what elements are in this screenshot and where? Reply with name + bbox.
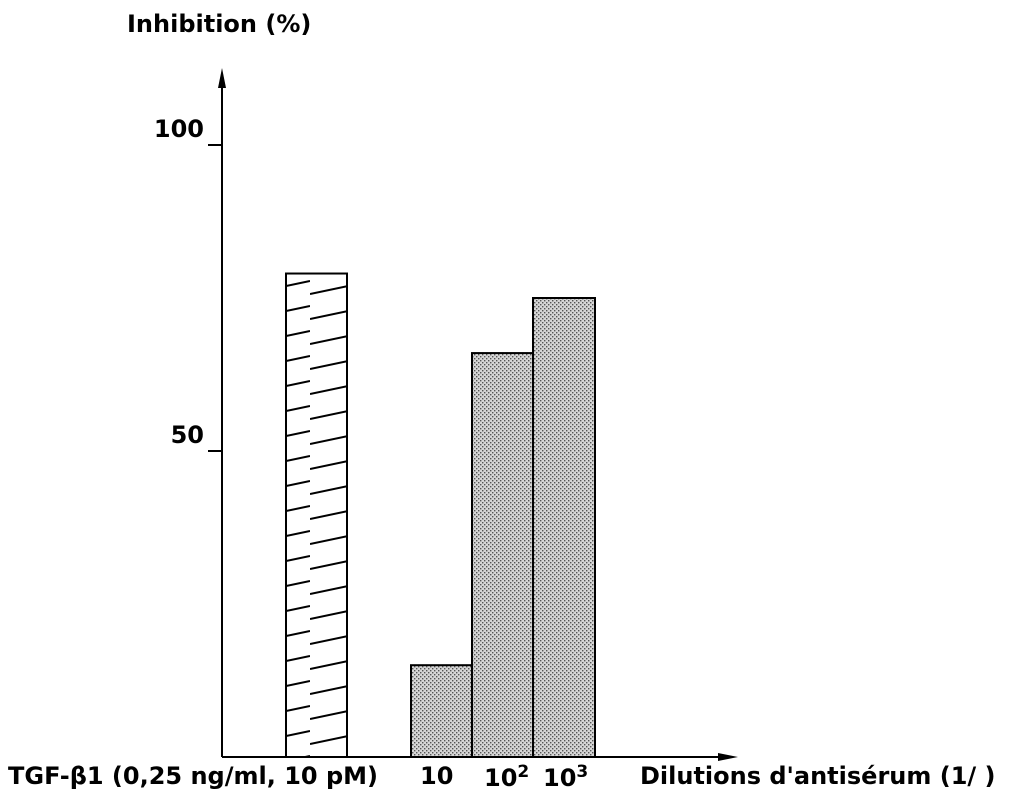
x-axis-arrow (718, 753, 738, 761)
y-axis-arrow (218, 68, 226, 88)
bar (532, 297, 596, 758)
x-category-label-base: 10 (484, 764, 518, 792)
x-category-label: 103 (543, 762, 588, 792)
x-category-label: TGF-β1 (0,25 ng/ml, 10 pM) (8, 762, 378, 790)
x-category-label-base: TGF-β1 (0,25 ng/ml, 10 pM) (8, 762, 378, 790)
x-category-label: 102 (484, 762, 529, 792)
bar (410, 664, 473, 759)
x-axis-label: Dilutions d'antisérum (1/ ) (640, 762, 996, 790)
x-category-label-base: 10 (543, 764, 577, 792)
y-axis-label: Inhibition (%) (127, 10, 312, 38)
x-category-label: 10 (420, 762, 453, 790)
bar (285, 272, 348, 758)
y-tick-label: 50 (170, 421, 204, 449)
bar (471, 352, 534, 758)
x-category-label-base: 10 (420, 762, 454, 790)
x-category-label-exponent: 3 (576, 762, 589, 782)
x-category-label-exponent: 2 (517, 762, 530, 782)
y-tick-label: 100 (153, 115, 204, 143)
